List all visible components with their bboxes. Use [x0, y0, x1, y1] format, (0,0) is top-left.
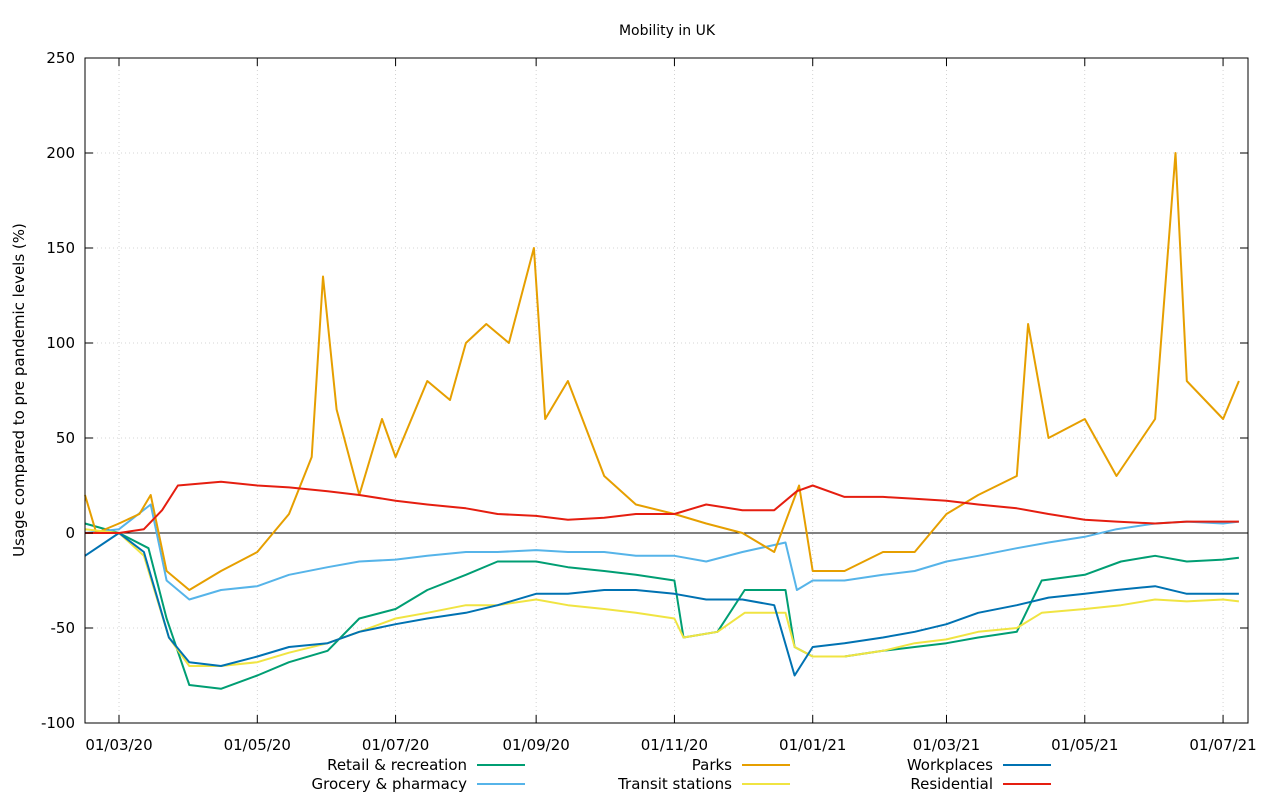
x-tick-label: 01/07/21	[1189, 736, 1256, 754]
series-line	[84, 503, 1240, 601]
y-tick-label: -50	[51, 619, 76, 637]
x-tick-label: 01/03/21	[913, 736, 980, 754]
y-tick-label: 250	[46, 49, 75, 67]
x-tick-label: 01/11/20	[641, 736, 708, 754]
series-line	[84, 152, 1240, 591]
chart-title: Mobility in UK	[619, 23, 716, 39]
legend-label: Residential	[910, 775, 993, 793]
legend-label: Workplaces	[907, 756, 993, 774]
series-line	[84, 532, 1239, 677]
series-line	[85, 480, 1239, 534]
legend-label: Transit stations	[617, 775, 732, 793]
series-lines	[84, 152, 1240, 690]
y-axis-ticks: -100 -50 0 50 100 150 200 250	[41, 49, 1248, 732]
x-tick-label: 01/07/20	[362, 736, 429, 754]
grid	[85, 57, 1248, 724]
x-tick-label: 01/03/20	[85, 736, 152, 754]
y-tick-label: -100	[41, 714, 75, 732]
x-tick-label: 01/09/20	[502, 736, 569, 754]
x-tick-label: 01/05/20	[224, 736, 291, 754]
series-line	[84, 522, 1240, 690]
x-tick-label: 01/05/21	[1051, 736, 1118, 754]
plot-frame	[84, 57, 1249, 724]
series-line	[84, 528, 1240, 667]
x-axis-ticks: 01/03/20 01/05/20 01/07/20 01/09/20 01/11/20…	[85, 58, 1257, 754]
y-tick-label: 200	[46, 144, 75, 162]
legend-label: Retail & recreation	[327, 756, 467, 774]
y-tick-label: 50	[56, 429, 75, 447]
x-tick-label: 01/01/21	[779, 736, 846, 754]
y-axis-label: Usage compared to pre pandemic levels (%…	[10, 223, 28, 557]
y-tick-label: 0	[65, 524, 75, 542]
y-tick-label: 100	[46, 334, 75, 352]
y-tick-label: 150	[46, 239, 75, 257]
legend-label: Grocery & pharmacy	[312, 775, 468, 793]
legend-label: Parks	[692, 756, 732, 774]
